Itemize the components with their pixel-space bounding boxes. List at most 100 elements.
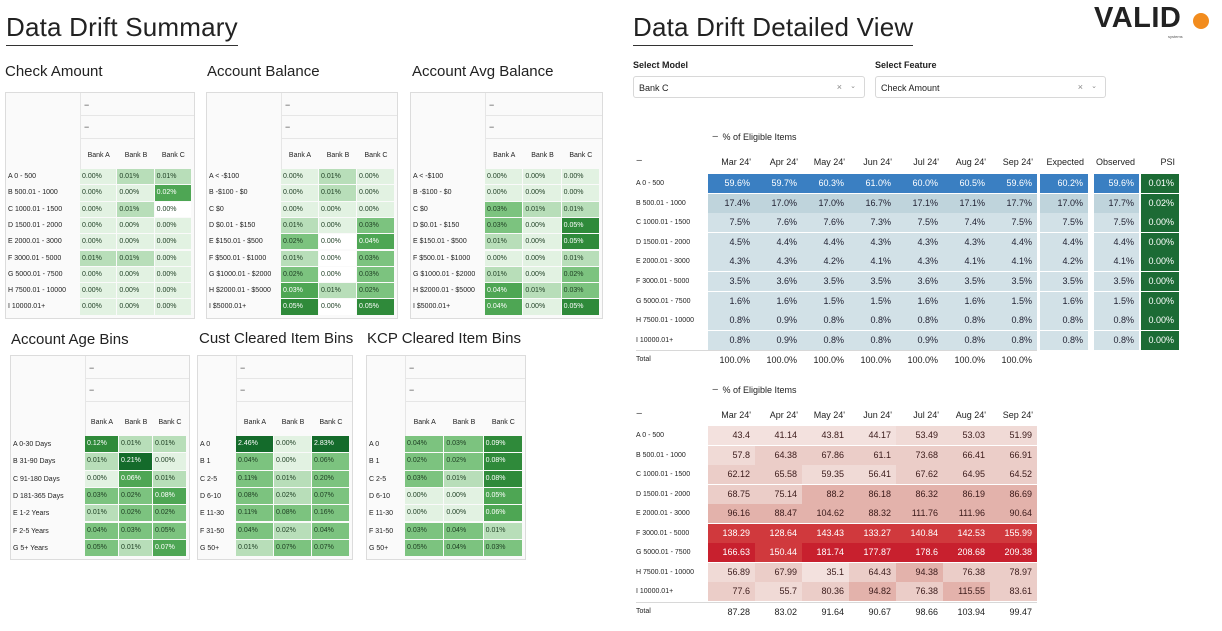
total-cell: 83.02 — [774, 606, 797, 617]
pct-cell: 0.8% — [708, 330, 755, 350]
value-cell: 0.02% — [281, 234, 318, 250]
value-cell: 0.00% — [154, 201, 191, 217]
collapse-icon[interactable]: − — [409, 363, 415, 373]
select-feature-dropdown[interactable]: Check Amount × ⌄ — [875, 76, 1106, 98]
pct-cell: 4.2% — [802, 252, 849, 272]
pct-cell: 4.3% — [943, 232, 990, 252]
collapse-icon[interactable]: − — [84, 122, 90, 132]
value-cell: 0.05% — [281, 299, 318, 315]
value-cell: 0.21% — [119, 453, 152, 470]
mini-table-header-area — [405, 356, 525, 436]
pct-cell: 61.0% — [849, 174, 896, 193]
value-cell: 0.01% — [85, 505, 118, 522]
value-cell: 43.4 — [708, 426, 755, 445]
clear-icon[interactable]: × — [1077, 82, 1083, 92]
collapse-icon[interactable]: − — [240, 363, 246, 373]
column-header: Bank A — [288, 152, 312, 159]
value-cell: 0.00% — [319, 299, 356, 315]
column-header: Bank C — [319, 419, 343, 426]
collapse-icon[interactable]: − — [89, 385, 95, 395]
psi-cell: 0.8% — [1040, 330, 1088, 350]
collapse-icon[interactable]: − — [489, 122, 495, 132]
pct-cell: 7.6% — [802, 213, 849, 233]
month-header: Jul 24' — [913, 157, 939, 167]
collapse-icon[interactable]: − — [712, 131, 719, 143]
collapse-icon[interactable]: − — [89, 363, 95, 373]
row-label: D 1500.01 - 2000 — [636, 490, 691, 498]
value-cell: 128.64 — [755, 523, 802, 543]
value-cell: 59.35 — [802, 465, 849, 484]
header-divider — [80, 115, 194, 116]
collapse-icon[interactable]: − — [712, 384, 719, 396]
value-cell: 0.03% — [281, 283, 318, 299]
psi-cell: 0.00% — [1141, 252, 1179, 272]
value-cell: 0.00% — [357, 185, 394, 201]
column-header: Bank C — [158, 419, 182, 426]
value-cell: 83.61 — [990, 582, 1037, 601]
row-label: C 2-5 — [200, 475, 218, 483]
value-cell: 0.07% — [312, 539, 349, 557]
value-cell: 0.04% — [312, 522, 349, 539]
month-header: Jun 24' — [863, 410, 892, 420]
row-label: I 10000.01+ — [636, 336, 674, 344]
collapse-icon[interactable]: − — [409, 385, 415, 395]
value-cell: 0.00% — [523, 217, 561, 234]
collapse-icon[interactable]: − — [636, 155, 643, 167]
value-cell: 0.02% — [119, 505, 152, 522]
value-cell: 111.76 — [896, 504, 943, 523]
value-cell: 0.00% — [154, 299, 191, 315]
pct-cell: 3.6% — [896, 272, 943, 291]
value-cell: 75.14 — [755, 484, 802, 504]
value-cell: 0.00% — [80, 169, 117, 185]
total-cell: 98.66 — [915, 606, 938, 617]
chevron-down-icon[interactable]: ⌄ — [1091, 83, 1097, 90]
header-divider — [236, 401, 352, 402]
mini-table-title: Account Avg Balance — [412, 63, 554, 80]
pivot-caption: −% of Eligible Items — [712, 131, 796, 143]
value-cell: 44.17 — [849, 426, 896, 445]
pct-cell: 3.5% — [802, 272, 849, 291]
total-cell: 100.0% — [1001, 355, 1032, 366]
value-cell: 0.03% — [119, 522, 152, 539]
column-header: Bank A — [90, 419, 114, 426]
pct-cell: 0.8% — [896, 311, 943, 331]
collapse-icon[interactable]: − — [636, 408, 643, 420]
month-header: May 24' — [813, 157, 845, 167]
collapse-icon[interactable]: − — [285, 100, 291, 110]
value-cell: 86.32 — [896, 484, 943, 504]
collapse-icon[interactable]: − — [285, 122, 291, 132]
row-label: B 500.01 - 1000 — [636, 199, 686, 207]
summary-title: Data Drift Summary — [6, 12, 238, 46]
value-cell: 0.08% — [153, 487, 186, 505]
pct-cell: 7.3% — [849, 213, 896, 233]
psi-cell: 0.00% — [1141, 232, 1179, 252]
collapse-icon[interactable]: − — [240, 385, 246, 395]
pct-cell: 17.1% — [943, 193, 990, 213]
month-header: Aug 24' — [955, 157, 986, 167]
header-divider — [85, 401, 189, 402]
value-cell: 0.00% — [274, 436, 311, 453]
collapse-icon[interactable]: − — [489, 100, 495, 110]
value-cell: 0.06% — [483, 505, 522, 522]
column-header: Bank B — [531, 152, 554, 159]
row-label: C 2-5 — [369, 475, 387, 483]
chevron-down-icon[interactable]: ⌄ — [850, 83, 856, 90]
select-model-dropdown[interactable]: Bank C × ⌄ — [633, 76, 865, 98]
value-cell: 0.00% — [154, 234, 191, 250]
row-label: I $5000.01+ — [209, 303, 247, 311]
value-cell: 0.00% — [80, 217, 117, 234]
value-cell: 0.00% — [523, 299, 561, 315]
value-cell: 0.01% — [153, 436, 186, 453]
value-cell: 0.00% — [523, 185, 561, 201]
collapse-icon[interactable]: − — [84, 100, 90, 110]
value-cell: 67.86 — [802, 445, 849, 465]
total-cell: 90.67 — [868, 606, 891, 617]
value-cell: 0.00% — [485, 250, 523, 266]
pivot-caption: −% of Eligible Items — [712, 384, 796, 396]
pct-cell: 7.5% — [896, 213, 943, 233]
clear-icon[interactable]: × — [836, 82, 842, 92]
mini-table-header-area — [80, 93, 194, 169]
value-cell: 66.91 — [990, 445, 1037, 465]
month-header: Sep 24' — [1002, 157, 1033, 167]
value-cell: 150.44 — [755, 543, 802, 562]
